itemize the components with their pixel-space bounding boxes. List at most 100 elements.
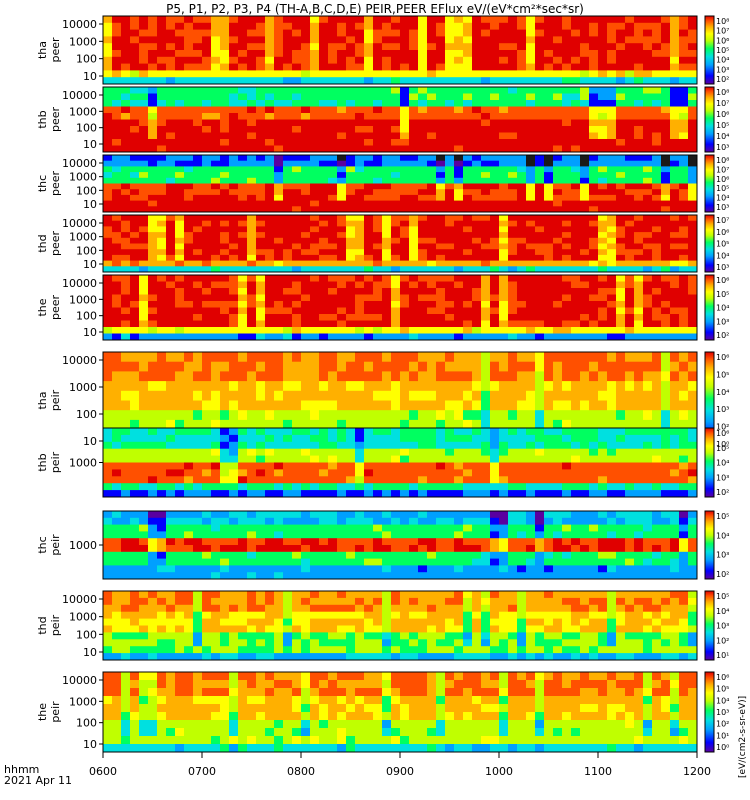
heatmap-cell bbox=[652, 381, 662, 392]
heatmap-cell bbox=[670, 462, 680, 470]
heatmap-cell bbox=[175, 260, 185, 267]
heatmap-cell bbox=[112, 390, 122, 401]
heatmap-cell bbox=[526, 448, 536, 456]
heatmap-cell bbox=[184, 29, 194, 37]
heatmap-cell bbox=[292, 189, 302, 196]
heatmap-cell bbox=[643, 455, 653, 463]
heatmap-cell bbox=[382, 314, 392, 321]
heatmap-cell bbox=[301, 249, 311, 256]
heatmap-cell bbox=[211, 36, 221, 44]
heatmap-cell bbox=[184, 63, 194, 71]
heatmap-cell bbox=[589, 70, 599, 78]
heatmap-cell bbox=[319, 113, 329, 120]
heatmap-cell bbox=[220, 160, 230, 167]
heatmap-cell bbox=[175, 70, 185, 78]
heatmap-cell bbox=[616, 483, 626, 491]
heatmap-cell bbox=[193, 200, 203, 207]
heatmap-cell bbox=[364, 172, 374, 179]
heatmap-cell bbox=[310, 189, 320, 196]
heatmap-cell bbox=[427, 16, 437, 24]
heatmap-cell bbox=[346, 183, 356, 190]
heatmap-cell bbox=[508, 106, 518, 114]
heatmap-cell bbox=[211, 551, 221, 559]
heatmap-cell bbox=[643, 183, 653, 190]
heatmap-cell bbox=[193, 434, 203, 443]
heatmap-cell bbox=[499, 189, 509, 196]
heatmap-cell bbox=[265, 410, 275, 421]
heatmap-cell bbox=[130, 160, 140, 167]
heatmap-cell bbox=[499, 16, 509, 24]
heatmap-cell bbox=[274, 531, 284, 539]
heatmap-cell bbox=[382, 410, 392, 421]
heatmap-cell bbox=[391, 237, 401, 244]
heatmap-cell bbox=[553, 36, 563, 44]
heatmap-cell bbox=[292, 275, 302, 282]
heatmap-cell bbox=[499, 390, 509, 401]
heatmap-cell bbox=[274, 275, 284, 282]
heatmap-cell bbox=[112, 448, 122, 456]
heatmap-cell bbox=[283, 288, 293, 295]
heatmap-cell bbox=[121, 301, 131, 308]
heatmap-cell bbox=[292, 565, 302, 573]
heatmap-cell bbox=[265, 155, 275, 162]
heatmap-cell bbox=[562, 194, 572, 201]
heatmap-cell bbox=[112, 50, 122, 58]
heatmap-cell bbox=[463, 132, 473, 140]
heatmap-cell bbox=[652, 50, 662, 58]
heatmap-cell bbox=[598, 428, 608, 436]
heatmap-cell bbox=[661, 70, 671, 78]
heatmap-cell bbox=[112, 226, 122, 233]
heatmap-cell bbox=[274, 194, 284, 201]
heatmap-cell bbox=[103, 166, 113, 173]
heatmap-cell bbox=[121, 29, 131, 37]
heatmap-cell bbox=[247, 538, 257, 546]
heatmap-cell bbox=[229, 371, 239, 382]
heatmap-cell bbox=[625, 215, 635, 222]
heatmap-cell bbox=[445, 428, 455, 436]
heatmap-cell bbox=[364, 29, 374, 37]
heatmap-cell bbox=[589, 166, 599, 173]
heatmap-cell bbox=[103, 490, 113, 498]
heatmap-cell bbox=[427, 106, 437, 114]
heatmap-cell bbox=[391, 301, 401, 308]
heatmap-cell bbox=[175, 132, 185, 140]
heatmap-cell bbox=[229, 545, 239, 553]
heatmap-cell bbox=[445, 419, 455, 430]
heatmap-cell bbox=[427, 327, 437, 334]
heatmap-cell bbox=[346, 93, 356, 101]
heatmap-cell bbox=[121, 237, 131, 244]
heatmap-cell bbox=[679, 281, 689, 289]
heatmap-cell bbox=[499, 177, 509, 184]
heatmap-cell bbox=[247, 77, 257, 85]
heatmap-cell bbox=[229, 106, 239, 114]
heatmap-cell bbox=[643, 275, 653, 282]
heatmap-cell bbox=[616, 352, 626, 363]
heatmap-cell bbox=[661, 160, 671, 167]
heatmap-cell bbox=[193, 558, 203, 566]
heatmap-cell bbox=[607, 462, 617, 470]
heatmap-cell bbox=[625, 381, 635, 392]
heatmap-cell bbox=[499, 275, 509, 282]
heatmap-cell bbox=[544, 206, 554, 213]
heatmap-cell bbox=[148, 490, 158, 498]
heatmap-cell bbox=[526, 160, 536, 167]
heatmap-cell bbox=[490, 232, 500, 239]
heatmap-cell bbox=[634, 419, 644, 430]
heatmap-cell bbox=[526, 410, 536, 421]
heatmap-cell bbox=[184, 206, 194, 213]
heatmap-cell bbox=[607, 22, 617, 30]
heatmap-cell bbox=[238, 381, 248, 392]
heatmap-cell bbox=[535, 100, 545, 107]
colorbar-tick-label: 10³ bbox=[716, 317, 729, 326]
heatmap-cell bbox=[319, 266, 329, 273]
heatmap-cell bbox=[301, 448, 311, 456]
heatmap-cell bbox=[481, 226, 491, 233]
heatmap-cell bbox=[256, 371, 266, 382]
heatmap-cell bbox=[670, 400, 680, 411]
heatmap-cell bbox=[463, 381, 473, 392]
heatmap-cell bbox=[202, 361, 212, 372]
heatmap-cell bbox=[445, 139, 455, 146]
heatmap-cell bbox=[256, 36, 266, 44]
heatmap-cell bbox=[688, 243, 698, 250]
heatmap-cell bbox=[535, 307, 545, 315]
